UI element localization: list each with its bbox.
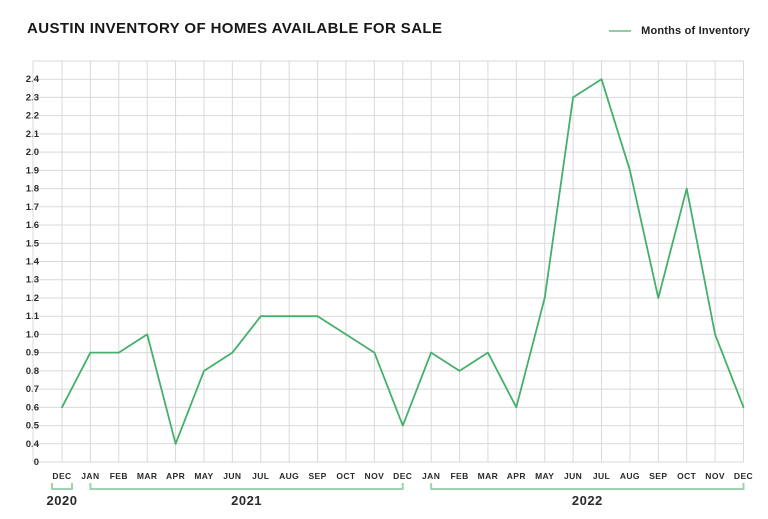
- y-axis-tick-label: 1.2: [26, 293, 39, 304]
- x-axis-month-label: MAR: [478, 471, 499, 481]
- x-axis-month-label: APR: [166, 471, 185, 481]
- x-axis-month-label: NOV: [705, 471, 725, 481]
- year-group-bracket: [51, 483, 73, 490]
- x-axis-month-label: OCT: [336, 471, 356, 481]
- x-axis-month-label: JUN: [223, 471, 241, 481]
- legend-line-swatch-icon: [609, 30, 632, 32]
- y-axis-tick-label: 0.7: [26, 384, 39, 395]
- x-axis-month-label: MAY: [194, 471, 213, 481]
- year-group-bracket: [89, 483, 404, 490]
- x-axis-month-label: JAN: [422, 471, 440, 481]
- legend: Months of Inventory: [609, 25, 750, 37]
- y-axis-tick-label: 0.8: [26, 366, 39, 377]
- x-axis-month-label: FEB: [110, 471, 128, 481]
- x-axis-month-label: JUL: [593, 471, 610, 481]
- x-axis-month-label: DEC: [52, 471, 71, 481]
- x-axis-month-label: MAR: [137, 471, 158, 481]
- year-group-label: 2022: [572, 493, 603, 508]
- y-axis-tick-label: 0.9: [26, 348, 39, 359]
- x-axis-month-label: SEP: [308, 471, 326, 481]
- x-axis-month-label: AUG: [279, 471, 299, 481]
- page-title: AUSTIN INVENTORY OF HOMES AVAILABLE FOR …: [27, 20, 443, 37]
- x-axis-month-label: JAN: [81, 471, 99, 481]
- legend-label: Months of Inventory: [641, 25, 750, 37]
- year-group-label: 2021: [231, 493, 262, 508]
- y-axis-tick-label: 2.0: [26, 147, 39, 158]
- y-axis-tick-label: 2.3: [26, 92, 39, 103]
- y-axis-baseline-label: 0: [34, 457, 39, 468]
- x-axis-month-label: DEC: [393, 471, 412, 481]
- x-axis-month-label: JUN: [564, 471, 582, 481]
- y-axis-tick-label: 1.6: [26, 220, 39, 231]
- year-group-bracket: [430, 483, 745, 490]
- x-axis-month-label: JUL: [252, 471, 269, 481]
- y-axis-tick-label: 1.0: [26, 329, 39, 340]
- y-axis-tick-label: 1.3: [26, 275, 39, 286]
- x-axis-month-label: NOV: [365, 471, 385, 481]
- y-axis-tick-label: 1.9: [26, 165, 39, 176]
- x-axis-month-label: SEP: [649, 471, 667, 481]
- y-axis-tick-label: 2.2: [26, 111, 39, 122]
- x-axis-month-label: AUG: [620, 471, 640, 481]
- year-group-label: 2020: [47, 493, 78, 508]
- y-axis-tick-label: 1.7: [26, 202, 39, 213]
- x-axis-month-label: DEC: [734, 471, 753, 481]
- months-of-inventory-series-line: [61, 78, 745, 445]
- x-axis-month-label: MAY: [535, 471, 554, 481]
- x-axis-month-label: FEB: [450, 471, 468, 481]
- y-axis-tick-label: 1.8: [26, 184, 39, 195]
- x-axis-month-label: APR: [507, 471, 526, 481]
- y-axis-tick-label: 0.6: [26, 402, 39, 413]
- x-axis-month-label: OCT: [677, 471, 697, 481]
